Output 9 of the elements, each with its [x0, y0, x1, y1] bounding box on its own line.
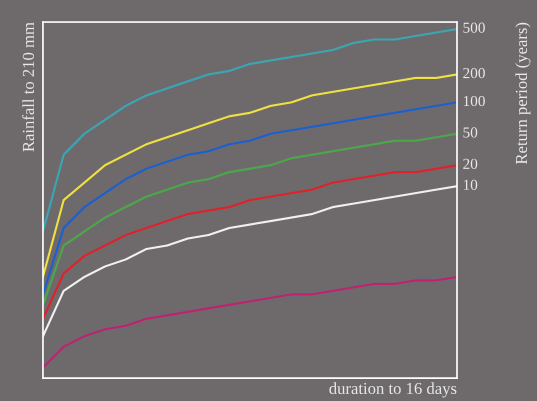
- y2-axis-title: Return period (years): [515, 22, 530, 164]
- series-label: 50: [463, 127, 478, 138]
- y-axis-title: Rainfall to 210 mm: [22, 22, 34, 152]
- series-label: 100: [464, 96, 485, 106]
- series-label: 200: [463, 68, 485, 78]
- series-label: 20: [463, 158, 478, 170]
- series-label: 500: [463, 22, 485, 33]
- x-axis-title: duration to 16 days: [329, 382, 456, 398]
- series-label: 10: [464, 180, 478, 190]
